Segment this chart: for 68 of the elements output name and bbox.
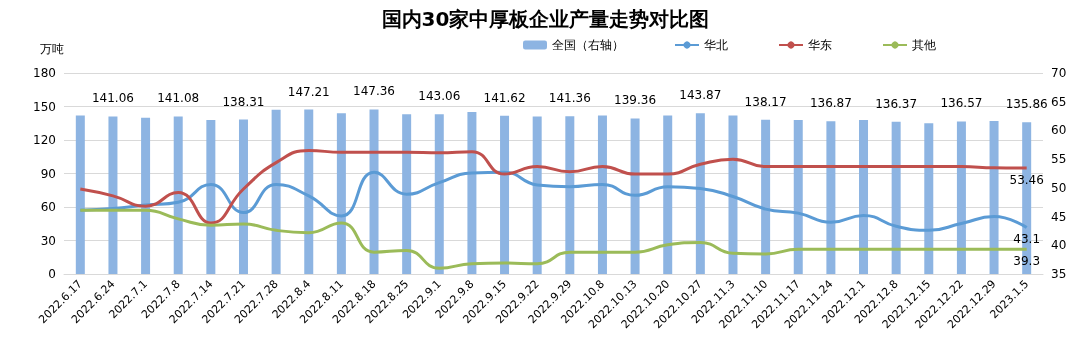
data-label: 136.57 (940, 96, 983, 111)
legend-label: 华东 (808, 38, 832, 52)
legend-label: 全国（右轴） (552, 38, 624, 52)
bar (467, 112, 477, 274)
bar (173, 116, 183, 274)
data-label: 43.1 (1013, 232, 1041, 247)
y-tick-label: 0 (48, 267, 56, 281)
chart-title: 国内30家中厚板企业产量走势对比图 (381, 7, 710, 31)
bar (206, 119, 216, 274)
bar (761, 119, 771, 274)
bar (956, 121, 966, 274)
bar (630, 118, 640, 274)
bar (989, 121, 999, 274)
data-label: 141.06 (91, 91, 134, 106)
y2-tick-label: 40 (1051, 238, 1067, 253)
bar (826, 121, 836, 274)
y-tick-label: 120 (33, 133, 56, 147)
bar (141, 117, 151, 274)
data-label: 143.87 (679, 88, 722, 103)
bar (75, 115, 85, 274)
y-tick-label: 60 (40, 200, 56, 214)
bar (924, 123, 934, 274)
bar (565, 116, 575, 274)
data-label: 143.06 (418, 89, 461, 104)
y-tick-label: 150 (33, 99, 56, 114)
bar (108, 116, 118, 274)
bar (336, 113, 346, 274)
data-label: 139.36 (614, 93, 657, 108)
bar (532, 116, 542, 274)
data-label: 138.31 (222, 94, 265, 109)
bar (500, 115, 510, 274)
y-tick-label: 180 (33, 66, 56, 80)
data-label: 141.36 (548, 91, 591, 106)
data-label: 136.87 (809, 96, 852, 111)
data-label: 147.36 (353, 84, 396, 99)
bar (695, 113, 705, 274)
data-label: 39.3 (1013, 254, 1041, 269)
y2-tick-label: 50 (1051, 180, 1067, 195)
y-tick-label: 30 (40, 233, 56, 248)
bar (597, 115, 607, 274)
y2-tick-label: 60 (1051, 123, 1067, 138)
bar (793, 119, 803, 274)
bar (891, 121, 901, 274)
bar (304, 109, 314, 274)
legend-label: 华北 (704, 38, 728, 52)
bar (859, 119, 869, 274)
y2-tick-label: 55 (1051, 152, 1067, 167)
data-label: 141.08 (157, 91, 200, 106)
bar (434, 114, 444, 274)
bar (728, 115, 738, 274)
bar (402, 114, 412, 274)
y2-tick-label: 45 (1051, 209, 1067, 224)
bar (271, 109, 281, 274)
data-label: 53.46 (1009, 172, 1044, 187)
bar (238, 119, 248, 274)
data-label: 138.17 (744, 94, 787, 109)
data-label: 141.62 (483, 90, 526, 105)
y2-tick-label: 35 (1051, 267, 1067, 281)
data-label: 147.21 (287, 84, 330, 99)
data-label: 135.86 (1005, 97, 1048, 112)
bar (369, 109, 379, 274)
y2-tick-label: 65 (1051, 94, 1067, 109)
y-tick-label: 90 (40, 166, 56, 181)
legend-label: 其他 (912, 38, 936, 52)
y2-tick-label: 70 (1051, 66, 1067, 80)
bar (663, 115, 673, 274)
data-label: 136.37 (875, 96, 918, 111)
y-axis-title: 万吨 (40, 42, 64, 56)
